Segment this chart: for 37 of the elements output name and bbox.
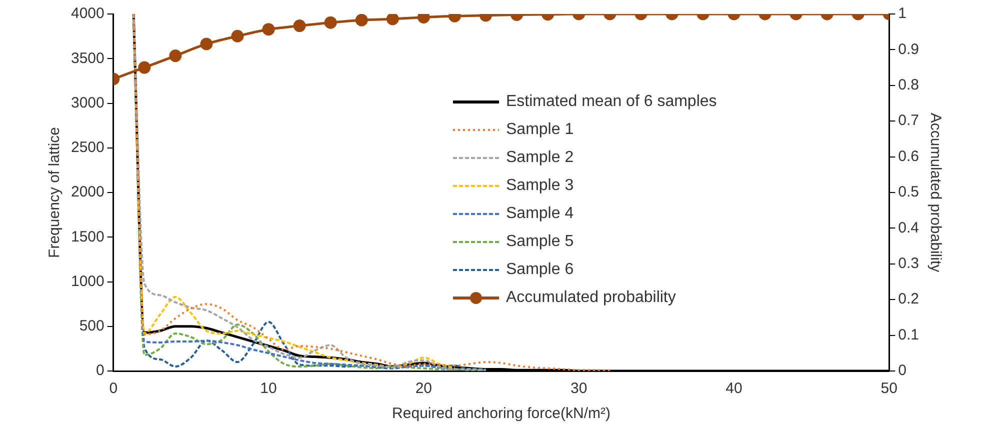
x-tick-label: 10 — [260, 380, 277, 398]
y2-tick-label: 0.8 — [898, 76, 920, 94]
y2-tick-label: 0 — [898, 362, 906, 380]
y2-tick-label: 0.4 — [898, 219, 920, 236]
legend-label: Estimated mean of 6 samples — [506, 93, 717, 111]
y2-tick-label: 0.9 — [898, 40, 920, 58]
y2-tick-label: 0.5 — [898, 184, 920, 201]
legend-label: Sample 4 — [506, 205, 574, 223]
y2-axis-title: Accumulated probability — [926, 112, 944, 273]
x-tick-label: 50 — [880, 380, 898, 398]
x-tick-label: 20 — [415, 380, 432, 398]
x-tick-label: 0 — [109, 380, 118, 398]
x-tick-label: 30 — [570, 380, 588, 398]
y-tick-label: 3500 — [70, 50, 104, 67]
y2-tick-label: 0.6 — [898, 148, 920, 165]
y2-tick-label: 0.1 — [898, 326, 920, 344]
legend-label: Sample 6 — [506, 261, 574, 279]
y-tick-label: 1000 — [70, 272, 104, 290]
y-tick-label: 4000 — [70, 5, 104, 22]
y2-tick-label: 0.3 — [898, 255, 920, 272]
y-tick-label: 0 — [96, 362, 104, 380]
legend-label: Sample 2 — [506, 149, 574, 167]
y-tick-label: 2500 — [70, 139, 104, 156]
y-tick-label: 3000 — [70, 94, 104, 112]
legend-label: Sample 3 — [506, 177, 574, 195]
y2-tick-label: 1 — [898, 5, 906, 22]
y-tick-label: 2000 — [70, 184, 104, 201]
legend-label: Sample 5 — [506, 233, 574, 251]
x-tick-label: 40 — [726, 380, 742, 398]
legend-label: Sample 1 — [506, 121, 574, 139]
y2-tick-label: 0.2 — [898, 290, 920, 308]
y-axis-title: Frequency of lattice — [46, 127, 64, 258]
legend-label: Accumulated probability — [506, 289, 676, 307]
y2-tick-label: 0.7 — [898, 112, 920, 130]
y-tick-label: 500 — [79, 318, 104, 335]
x-axis-title: Required anchoring force(kN/m²) — [392, 405, 610, 422]
y-tick-label: 1500 — [70, 228, 104, 246]
